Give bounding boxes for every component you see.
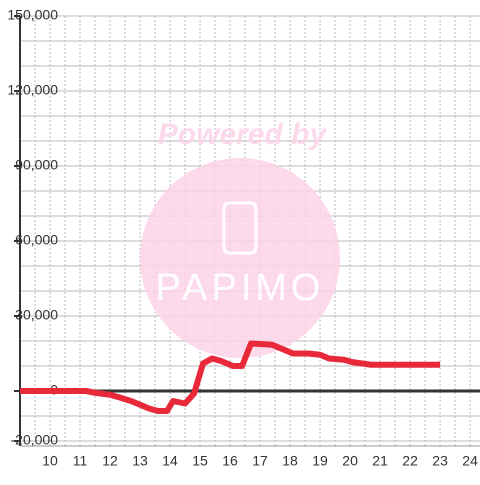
x-tick-label: 20: [342, 453, 358, 469]
watermark-phone: [222, 201, 258, 255]
x-tick-label: 17: [252, 453, 268, 469]
x-tick-label: 11: [73, 453, 88, 469]
y-tick-label: 90,000: [15, 157, 58, 173]
y-tick-label: 120,000: [7, 82, 58, 98]
x-tick-label: 19: [312, 453, 328, 469]
watermark: Powered by PAPIMO: [140, 118, 340, 358]
data-line: [20, 340, 441, 414]
x-tick-label: 10: [42, 453, 58, 469]
x-tick-label: 23: [432, 453, 448, 469]
watermark-logo: PAPIMO: [156, 267, 325, 309]
x-tick-label: 24: [462, 453, 478, 469]
x-tick-label: 15: [192, 453, 208, 469]
x-tick-label: 14: [162, 453, 178, 469]
y-tick-label: 30,000: [15, 307, 58, 323]
watermark-text: Powered by: [158, 118, 328, 151]
x-tick-label: 13: [132, 453, 148, 469]
x-tick-label: 18: [282, 453, 298, 469]
x-tick-label: 21: [372, 453, 388, 469]
x-tick-label: 22: [402, 453, 418, 469]
x-tick-label: 16: [222, 453, 238, 469]
y-tick-label: -20,000: [11, 432, 59, 448]
y-tick-label: 60,000: [15, 232, 58, 248]
y-tick-label: 150,000: [7, 7, 58, 23]
watermark-circle: [140, 158, 340, 358]
x-tick-label: 12: [102, 453, 118, 469]
